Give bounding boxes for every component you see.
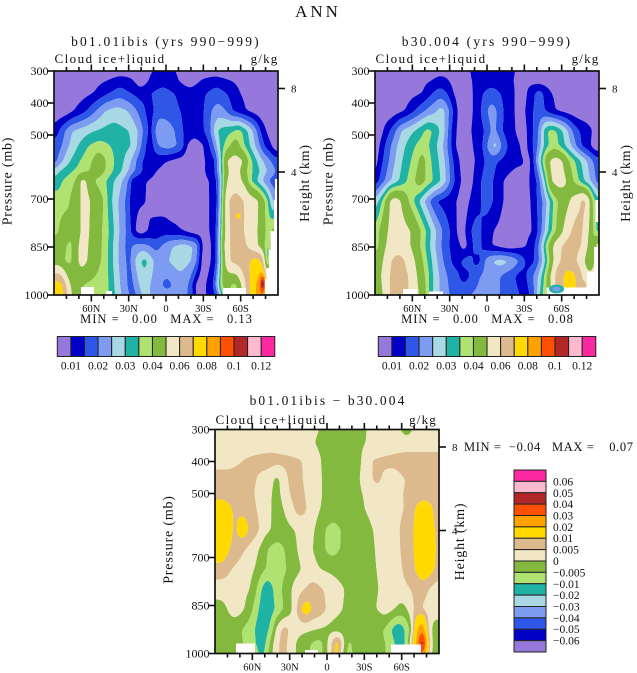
svg-text:0.01: 0.01 (61, 361, 81, 373)
svg-text:8: 8 (291, 84, 297, 96)
svg-text:60N: 60N (243, 663, 262, 673)
svg-text:Cloud ice+liquid: Cloud ice+liquid (376, 51, 487, 66)
svg-text:Pressure (mb): Pressure (mb) (162, 495, 177, 584)
svg-text:850: 850 (352, 240, 370, 254)
svg-text:0: 0 (163, 304, 168, 315)
svg-text:0.06: 0.06 (491, 361, 511, 373)
svg-text:MIN = 0.00 MAX = 0.08: MIN = 0.00 MAX = 0.08 (401, 312, 574, 326)
svg-text:4: 4 (291, 167, 297, 179)
svg-text:8: 8 (612, 84, 618, 96)
svg-text:−0.01: −0.01 (553, 579, 580, 591)
svg-text:4: 4 (452, 526, 458, 538)
svg-text:MIN = −0.04 MAX = 0.07: MIN = −0.04 MAX = 0.07 (464, 440, 634, 454)
svg-text:300: 300 (31, 64, 49, 78)
svg-text:Pressure (mb): Pressure (mb) (322, 137, 337, 226)
svg-text:Cloud ice+liquid: Cloud ice+liquid (55, 51, 166, 66)
svg-text:0.03: 0.03 (553, 511, 573, 523)
svg-text:Pressure (mb): Pressure (mb) (1, 137, 16, 226)
svg-text:400: 400 (192, 455, 210, 469)
svg-text:0.01: 0.01 (382, 361, 402, 373)
svg-text:300: 300 (352, 64, 370, 78)
svg-text:−0.06: −0.06 (553, 636, 580, 648)
svg-text:0.005: 0.005 (553, 545, 579, 557)
svg-text:g/kg: g/kg (409, 412, 437, 427)
svg-text:b30.004 (yrs 990−999): b30.004 (yrs 990−999) (402, 34, 572, 49)
svg-text:−0.04: −0.04 (553, 613, 580, 625)
svg-text:0.02: 0.02 (409, 361, 429, 373)
svg-text:0.04: 0.04 (142, 361, 162, 373)
svg-text:0: 0 (484, 304, 489, 315)
svg-text:Height (km): Height (km) (619, 144, 634, 222)
svg-text:0.02: 0.02 (553, 522, 573, 534)
svg-text:500: 500 (352, 128, 370, 142)
svg-text:30N: 30N (441, 304, 460, 315)
svg-text:0.08: 0.08 (518, 361, 538, 373)
svg-text:0.04: 0.04 (463, 361, 483, 373)
svg-text:0: 0 (324, 663, 329, 673)
svg-text:ANN: ANN (295, 2, 341, 21)
svg-text:−0.05: −0.05 (553, 624, 580, 636)
svg-text:0: 0 (553, 556, 559, 568)
svg-text:b01.01ibis − b30.004: b01.01ibis − b30.004 (250, 393, 407, 408)
svg-text:8: 8 (452, 442, 458, 454)
svg-text:60S: 60S (394, 663, 411, 673)
svg-text:700: 700 (31, 192, 49, 206)
svg-text:30N: 30N (120, 304, 139, 315)
svg-text:0.01: 0.01 (553, 533, 573, 545)
svg-text:0.06: 0.06 (170, 361, 190, 373)
svg-text:−0.02: −0.02 (553, 590, 580, 602)
svg-text:b01.01ibis (yrs 990−999): b01.01ibis (yrs 990−999) (71, 34, 261, 49)
svg-text:0.06: 0.06 (553, 476, 573, 488)
svg-text:700: 700 (352, 192, 370, 206)
svg-text:60N: 60N (82, 304, 101, 315)
svg-text:0.12: 0.12 (572, 361, 592, 373)
svg-text:MIN = 0.00 MAX = 0.13: MIN = 0.00 MAX = 0.13 (80, 312, 253, 326)
svg-text:0.02: 0.02 (88, 361, 108, 373)
svg-text:500: 500 (192, 487, 210, 501)
svg-text:60N: 60N (403, 304, 422, 315)
svg-text:300: 300 (192, 423, 210, 437)
svg-text:700: 700 (192, 551, 210, 565)
svg-text:30S: 30S (356, 663, 373, 673)
svg-text:0.04: 0.04 (553, 499, 573, 511)
svg-text:−0.005: −0.005 (553, 567, 586, 579)
svg-text:400: 400 (352, 96, 370, 110)
svg-text:1000: 1000 (346, 288, 370, 302)
svg-text:1000: 1000 (186, 647, 210, 661)
svg-text:60S: 60S (554, 304, 571, 315)
svg-text:g/kg: g/kg (572, 51, 600, 66)
svg-text:0.1: 0.1 (227, 361, 242, 373)
svg-text:0.1: 0.1 (548, 361, 563, 373)
svg-text:0.08: 0.08 (197, 361, 217, 373)
svg-text:Height (km): Height (km) (298, 144, 313, 222)
svg-text:Cloud ice+liquid: Cloud ice+liquid (216, 412, 327, 427)
svg-text:850: 850 (192, 599, 210, 613)
svg-text:0.05: 0.05 (553, 488, 573, 500)
svg-text:1000: 1000 (25, 288, 49, 302)
svg-text:4: 4 (612, 167, 618, 179)
svg-text:Height (km): Height (km) (453, 503, 468, 581)
svg-text:400: 400 (31, 96, 49, 110)
svg-text:30S: 30S (195, 304, 212, 315)
svg-text:0.12: 0.12 (251, 361, 271, 373)
svg-text:−0.03: −0.03 (553, 602, 580, 614)
svg-text:30N: 30N (281, 663, 300, 673)
svg-text:500: 500 (31, 128, 49, 142)
svg-text:60S: 60S (233, 304, 250, 315)
svg-text:0.03: 0.03 (436, 361, 456, 373)
svg-text:0.03: 0.03 (115, 361, 135, 373)
svg-text:850: 850 (31, 240, 49, 254)
svg-text:30S: 30S (516, 304, 533, 315)
svg-text:g/kg: g/kg (251, 51, 279, 66)
